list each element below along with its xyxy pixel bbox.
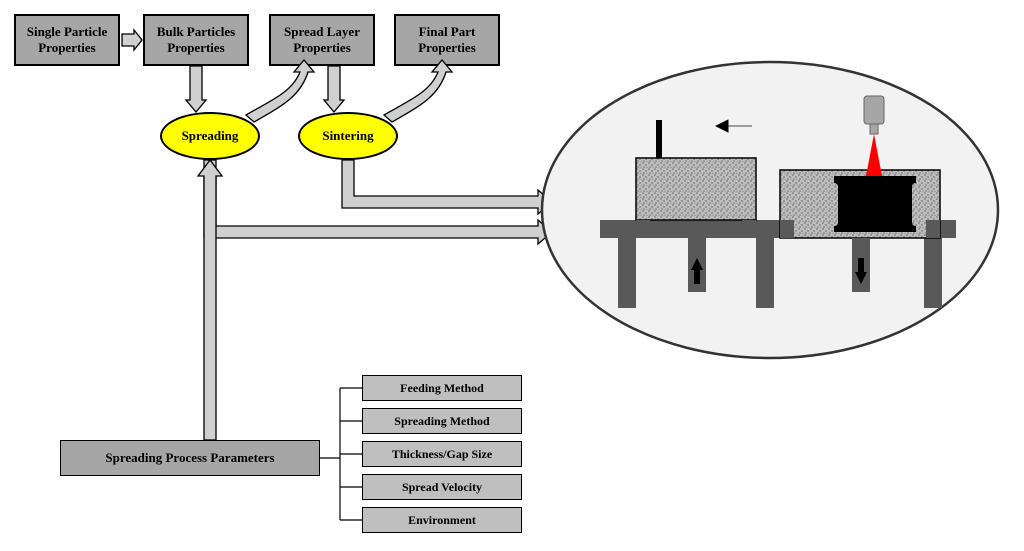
label-laser-source: Laser Source	[894, 104, 932, 136]
param-thickness-gap: Thickness/Gap Size	[362, 441, 522, 467]
arrow-spreading-to-spreadlayer	[246, 60, 314, 122]
label-powder-reservoir: Powder Reservoir	[678, 164, 728, 194]
arrow-spreading-to-schematic	[204, 160, 552, 244]
arrow-params-to-spreading	[198, 160, 222, 440]
param-bracket	[320, 388, 362, 520]
process-spreading: Spreading	[160, 112, 260, 160]
param-environment: Environment	[362, 507, 522, 533]
label-blade: Blade	[678, 116, 710, 132]
param-feeding-method: Feeding Method	[362, 375, 522, 401]
param-spread-velocity: Spread Velocity	[362, 474, 522, 500]
box-bulk-particles: Bulk Particles Properties	[143, 14, 249, 66]
process-sintering: Sintering	[298, 112, 398, 160]
arrow-spreadlayer-to-sintering	[324, 66, 344, 112]
arrow-bulk-to-spreading	[186, 66, 206, 112]
box-spread-layer: Spread Layer Properties	[269, 14, 375, 66]
param-spreading-method: Spreading Method	[362, 408, 522, 434]
box-spreading-params-main: Spreading Process Parameters	[60, 440, 320, 476]
arrow-sintering-to-schematic	[342, 160, 552, 214]
arrow-sintering-to-finalpart	[384, 60, 452, 122]
box-final-part: Final Part Properties	[394, 14, 500, 66]
label-final-part: Final Part	[856, 190, 912, 222]
arrow-single-to-bulk	[122, 30, 142, 50]
box-single-particle: Single Particle Properties	[14, 14, 120, 66]
